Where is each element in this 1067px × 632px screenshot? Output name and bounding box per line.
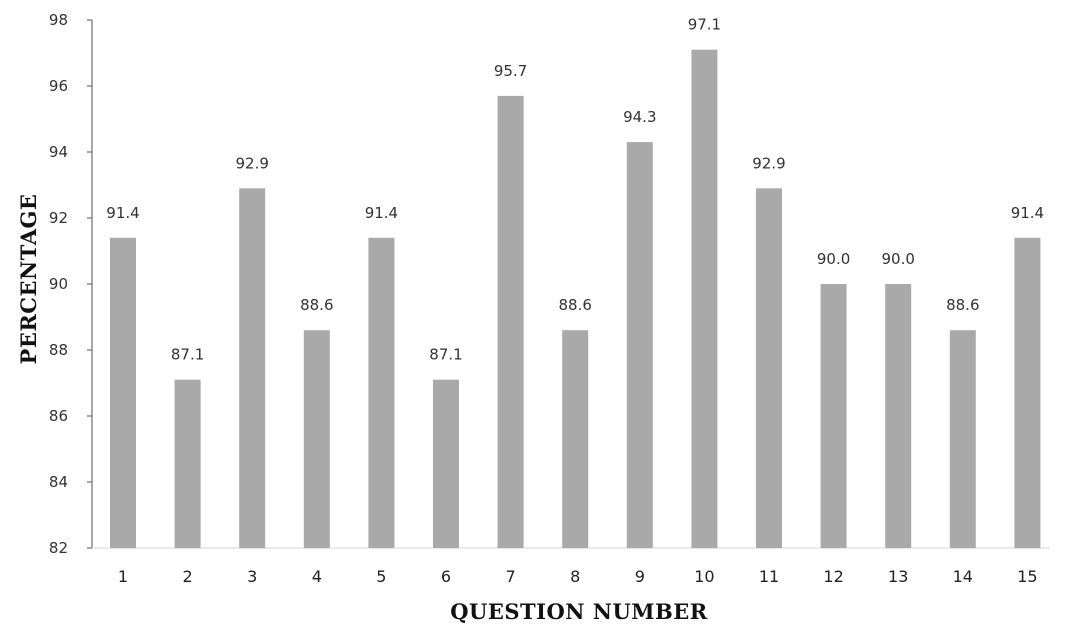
data-labels: 91.4 87.1 92.9 88.6 91.4 87.1 95.7 88.6 94.3 97.1… [106, 16, 1044, 364]
bar-series [110, 49, 1041, 549]
bar [885, 284, 912, 548]
bar-value-label: 91.4 [106, 204, 139, 222]
bar [949, 330, 976, 548]
bar [820, 284, 847, 548]
bar [562, 330, 589, 548]
bar [626, 142, 653, 548]
x-tick-label: 8 [570, 567, 580, 586]
x-axis: 1 2 3 4 5 6 7 8 9 10 11 12 13 14 15 [92, 547, 1050, 586]
y-tick-label: 98 [49, 11, 68, 29]
bar-value-label: 92.9 [235, 154, 268, 172]
bar-value-label: 88.6 [558, 296, 591, 314]
bar-value-label: 97.1 [688, 16, 721, 34]
bar [1014, 237, 1041, 549]
bar-value-label: 90.0 [817, 250, 850, 268]
bar-value-label: 95.7 [494, 62, 527, 80]
bar-value-label: 90.0 [881, 250, 914, 268]
x-tick-label: 11 [759, 567, 779, 586]
x-tick-label: 4 [312, 567, 322, 586]
bar-value-label: 87.1 [171, 346, 204, 364]
bar-value-label: 94.3 [623, 108, 656, 126]
x-axis-title: QUESTION NUMBER [450, 599, 708, 624]
bar [303, 330, 330, 548]
x-tick-label: 7 [506, 567, 516, 586]
x-tick-label: 2 [183, 567, 193, 586]
bar-value-label: 88.6 [946, 296, 979, 314]
y-tick-label: 92 [49, 209, 68, 227]
x-tick-label: 10 [694, 567, 714, 586]
y-tick-label: 84 [49, 473, 68, 491]
y-axis: 82 84 86 88 90 92 94 96 98 [49, 11, 93, 557]
x-tick-label: 14 [953, 567, 973, 586]
bar-value-label: 87.1 [429, 346, 462, 364]
y-axis-title: PERCENTAGE [16, 194, 41, 365]
x-tick-label: 5 [376, 567, 386, 586]
x-tick-label: 12 [823, 567, 843, 586]
bar [110, 237, 136, 549]
x-tick-label: 13 [888, 567, 908, 586]
bar [174, 379, 201, 548]
bar [756, 188, 782, 549]
y-tick-label: 88 [49, 341, 68, 359]
y-tick-label: 96 [49, 77, 68, 95]
bar-value-label: 91.4 [1011, 204, 1044, 222]
bar [433, 379, 459, 548]
bar [691, 49, 718, 548]
bar-value-label: 88.6 [300, 296, 333, 314]
y-tick-label: 82 [49, 539, 68, 557]
y-tick-label: 86 [49, 407, 68, 425]
bar [368, 237, 395, 549]
bar-value-label: 91.4 [365, 204, 398, 222]
bar [239, 188, 266, 549]
x-tick-label: 15 [1017, 567, 1037, 586]
bar [497, 95, 524, 549]
x-tick-label: 9 [635, 567, 645, 586]
x-tick-label: 6 [441, 567, 451, 586]
bar-value-label: 92.9 [752, 154, 785, 172]
x-tick-label: 3 [247, 567, 257, 586]
y-tick-label: 94 [49, 143, 68, 161]
y-tick-label: 90 [49, 275, 68, 293]
x-tick-label: 1 [118, 567, 128, 586]
